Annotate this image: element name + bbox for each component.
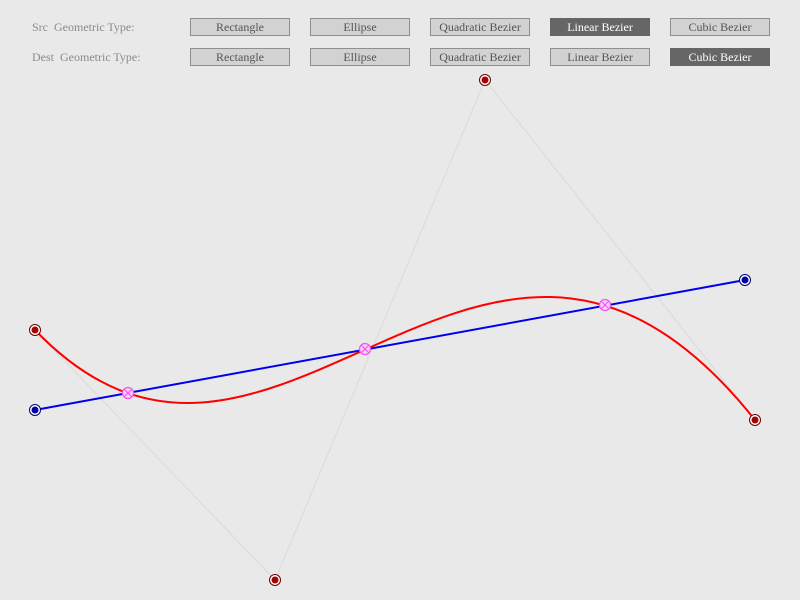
linear-start-handle[interactable]: [29, 404, 41, 416]
linear-end-handle[interactable]: [739, 274, 751, 286]
src-type-row: Src Geometric Type: Rectangle Ellipse Qu…: [0, 18, 800, 38]
src-rectangle-button[interactable]: Rectangle: [190, 18, 290, 36]
dest-ellipse-button[interactable]: Ellipse: [310, 48, 410, 66]
linear-bezier-curve: [34, 279, 746, 411]
src-quadratic-bezier-button[interactable]: Quadratic Bezier: [430, 18, 530, 36]
dest-rectangle-button[interactable]: Rectangle: [190, 48, 290, 66]
dest-type-label: Dest Geometric Type:: [32, 50, 141, 64]
cubic-end-handle[interactable]: [749, 414, 761, 426]
cubic-control2-handle[interactable]: [479, 74, 491, 86]
cubic-start-handle[interactable]: [29, 324, 41, 336]
cubic-control1-handle[interactable]: [269, 574, 281, 586]
src-ellipse-button[interactable]: Ellipse: [310, 18, 410, 36]
intersection-marker: [598, 298, 612, 312]
cubic-control-polygon: [34, 78, 756, 582]
intersection-marker: [358, 342, 372, 356]
src-type-label: Src Geometric Type:: [32, 20, 135, 34]
dest-cubic-bezier-button[interactable]: Cubic Bezier: [670, 48, 770, 66]
dest-quadratic-bezier-button[interactable]: Quadratic Bezier: [430, 48, 530, 66]
cubic-bezier-curve: [34, 296, 756, 421]
dest-type-row: Dest Geometric Type: Rectangle Ellipse Q…: [0, 48, 800, 68]
src-cubic-bezier-button[interactable]: Cubic Bezier: [670, 18, 770, 36]
src-linear-bezier-button[interactable]: Linear Bezier: [550, 18, 650, 36]
dest-linear-bezier-button[interactable]: Linear Bezier: [550, 48, 650, 66]
intersection-marker: [121, 386, 135, 400]
